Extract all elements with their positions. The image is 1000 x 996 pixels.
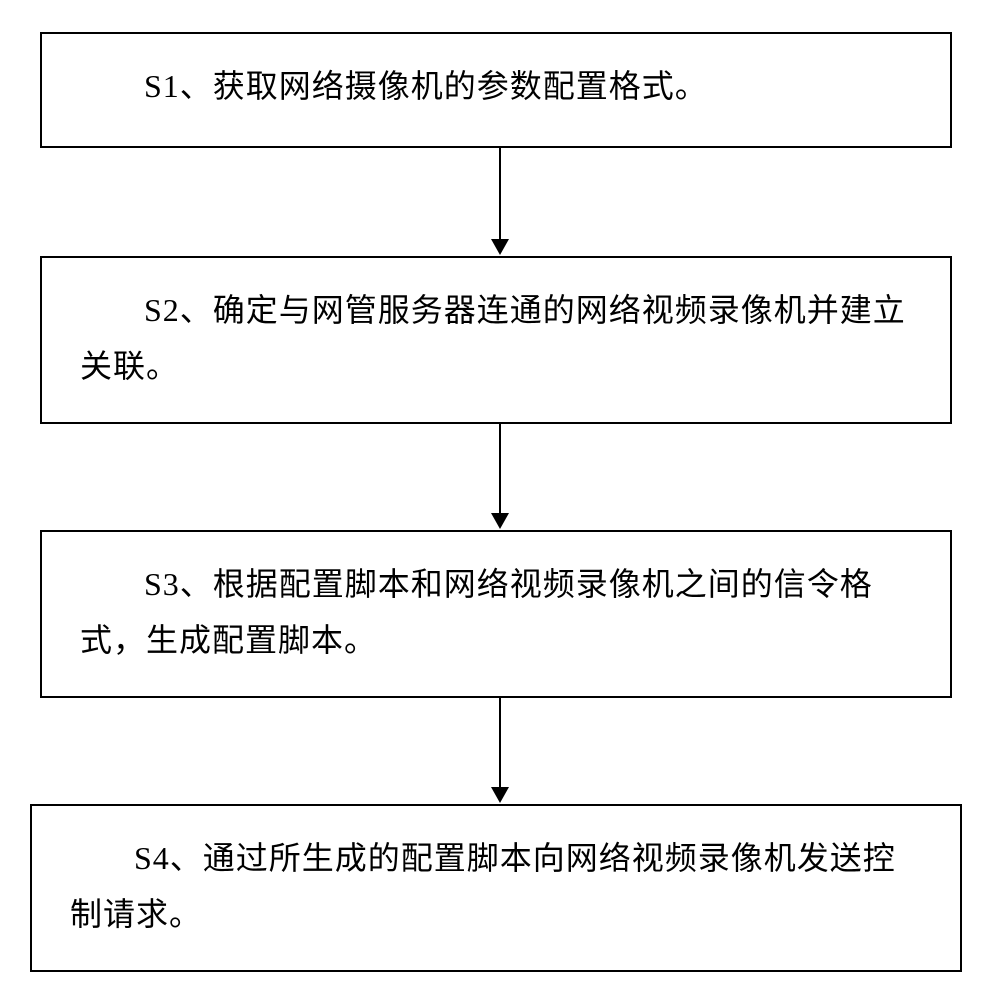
step-s2-text: S2、确定与网管服务器连通的网络视频录像机并建立关联。 [80, 282, 912, 394]
step-s4-box: S4、通过所生成的配置脚本向网络视频录像机发送控制请求。 [30, 804, 962, 972]
step-s1-box: S1、获取网络摄像机的参数配置格式。 [40, 32, 952, 148]
step-s4-text: S4、通过所生成的配置脚本向网络视频录像机发送控制请求。 [70, 830, 922, 942]
step-s3-box: S3、根据配置脚本和网络视频录像机之间的信令格式，生成配置脚本。 [40, 530, 952, 698]
arrow-s3-s4 [491, 698, 509, 803]
step-s1-text: S1、获取网络摄像机的参数配置格式。 [80, 58, 708, 114]
step-s3-text: S3、根据配置脚本和网络视频录像机之间的信令格式，生成配置脚本。 [80, 556, 912, 668]
step-s2-box: S2、确定与网管服务器连通的网络视频录像机并建立关联。 [40, 256, 952, 424]
arrow-s2-s3 [491, 424, 509, 529]
arrow-s1-s2 [491, 148, 509, 255]
flowchart-container: S1、获取网络摄像机的参数配置格式。 S2、确定与网管服务器连通的网络视频录像机… [0, 0, 1000, 996]
